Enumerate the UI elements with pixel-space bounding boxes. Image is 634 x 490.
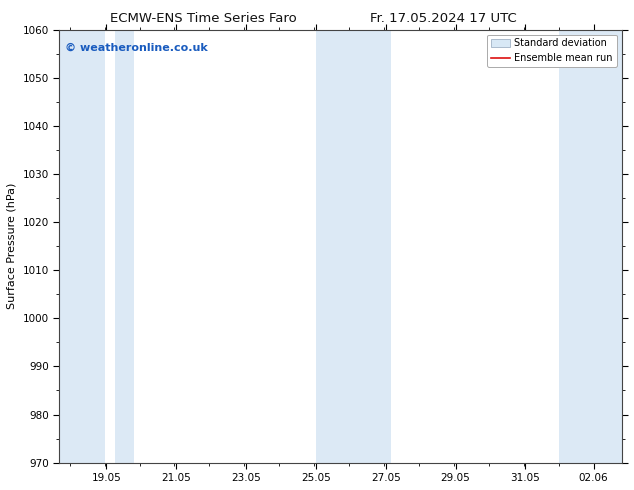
- Text: ECMW-ENS Time Series Faro: ECMW-ENS Time Series Faro: [110, 12, 296, 25]
- Text: © weatheronline.co.uk: © weatheronline.co.uk: [65, 43, 207, 52]
- Bar: [559, 30, 621, 463]
- Text: Fr. 17.05.2024 17 UTC: Fr. 17.05.2024 17 UTC: [370, 12, 517, 25]
- Bar: [59, 30, 105, 463]
- Legend: Standard deviation, Ensemble mean run: Standard deviation, Ensemble mean run: [487, 34, 617, 67]
- Y-axis label: Surface Pressure (hPa): Surface Pressure (hPa): [7, 183, 17, 309]
- Bar: [115, 30, 134, 463]
- Bar: [316, 30, 391, 463]
